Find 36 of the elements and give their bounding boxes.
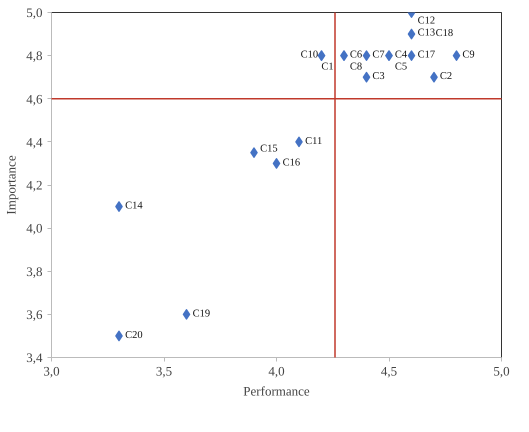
annotation: C4 <box>394 50 408 61</box>
annotation: C16 <box>282 157 300 168</box>
x-tick-label: 5,0 <box>493 364 510 378</box>
y-tick-label: 4,0 <box>26 220 42 236</box>
x-tick-label: 3,5 <box>156 364 172 378</box>
annotation: C15 <box>260 144 278 155</box>
y-tick-label: 3,6 <box>26 306 43 322</box>
y-tick-label: 4,4 <box>26 134 43 150</box>
y-tick-label: 3,4 <box>26 350 43 365</box>
y-axis-title: Importance <box>3 155 18 215</box>
annotation: C10 <box>300 50 318 61</box>
annotation: C1 <box>321 62 334 73</box>
y-tick-label: 4,6 <box>26 91 43 106</box>
x-tick-label: 3,0 <box>43 364 60 378</box>
annotation: C20 <box>125 330 143 341</box>
annotation: C6 <box>350 50 362 61</box>
annotation: C8 <box>350 62 362 73</box>
annotation: C13 <box>418 28 436 38</box>
annotation: C3 <box>372 71 385 82</box>
annotation: C18 <box>436 28 454 40</box>
x-axis-title: Performance <box>243 384 310 398</box>
annotation: C9 <box>462 50 475 61</box>
y-tick-label: 4,8 <box>26 48 42 64</box>
annotation: C2 <box>440 71 452 82</box>
annotation: C11 <box>305 136 322 147</box>
annotation: C7 <box>372 50 385 61</box>
x-tick-label: 4,5 <box>380 364 398 378</box>
y-tick-label: 3,8 <box>26 264 42 279</box>
annotation: C17 <box>418 50 436 61</box>
annotation: C12 <box>418 16 436 26</box>
annotation: C14 <box>125 200 144 212</box>
y-tick-label: 4,2 <box>26 178 42 192</box>
annotation: C19 <box>192 308 210 320</box>
x-tick-label: 4,0 <box>268 364 285 378</box>
y-tick-label: 5,0 <box>26 5 42 20</box>
annotation: C5 <box>394 62 408 73</box>
